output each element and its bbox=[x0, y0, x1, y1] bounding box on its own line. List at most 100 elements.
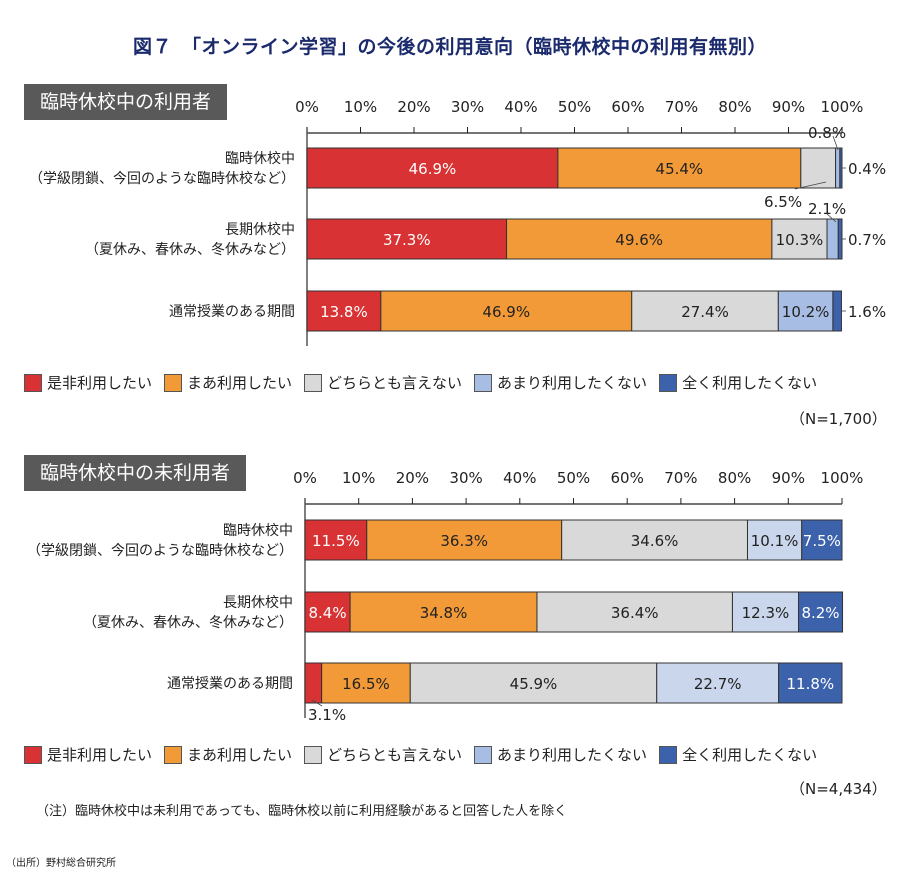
data-label: 34.6% bbox=[631, 532, 679, 550]
legend-label: 是非利用したい bbox=[47, 746, 153, 764]
legend-label: まあ利用したい bbox=[187, 746, 293, 764]
leader-line bbox=[311, 699, 323, 707]
data-label: 45.4% bbox=[656, 160, 704, 178]
bar-segment-definitely bbox=[304, 519, 368, 561]
data-label: 8.2% bbox=[801, 604, 839, 622]
x-tick-label: 40% bbox=[503, 469, 536, 487]
data-label: 46.9% bbox=[409, 160, 457, 178]
category-label: 臨時休校中 bbox=[225, 150, 295, 167]
legend-label: あまり利用したくない bbox=[497, 374, 648, 392]
category-label: （夏休み、春休み、冬休みなど） bbox=[85, 242, 295, 258]
leader-line bbox=[794, 181, 827, 190]
legend-item-somewhat: まあ利用したい bbox=[164, 372, 292, 393]
x-tick-label: 100% bbox=[821, 98, 864, 116]
data-label: 7.5% bbox=[803, 532, 841, 550]
panel-title-users: 臨時休校中の利用者 bbox=[24, 84, 228, 120]
bar-segment-definitely bbox=[304, 662, 323, 704]
legend-swatch bbox=[24, 373, 42, 392]
x-tick-label: 10% bbox=[344, 98, 377, 116]
bar-segment-definitely bbox=[306, 290, 382, 332]
data-label: 11.5% bbox=[312, 532, 360, 550]
bar-segment-somewhat bbox=[506, 218, 773, 260]
legend-swatch bbox=[659, 745, 678, 764]
footnote: （注）臨時休校中は未利用であっても、臨時休校以前に利用経験があると回答した人を除… bbox=[36, 804, 568, 819]
data-label: 10.1% bbox=[751, 532, 799, 550]
data-label: 11.8% bbox=[786, 675, 834, 693]
data-label: 8.4% bbox=[308, 604, 346, 622]
x-tick-label: 60% bbox=[611, 469, 644, 487]
bar-segment-not_at_all bbox=[801, 519, 843, 561]
legend-item-somewhat: まあ利用したい bbox=[164, 744, 292, 765]
source-note: （出所）野村総合研究所 bbox=[6, 858, 116, 869]
bar-segment-neutral bbox=[409, 662, 658, 704]
data-label: 12.3% bbox=[742, 604, 790, 622]
data-label: 34.8% bbox=[420, 604, 468, 622]
x-tick-label: 70% bbox=[665, 98, 698, 116]
data-label: 22.7% bbox=[694, 675, 742, 693]
x-tick-label: 20% bbox=[397, 98, 430, 116]
data-label-callout: 0.7% bbox=[848, 231, 886, 249]
x-tick-label: 40% bbox=[504, 98, 537, 116]
bar-segment-somewhat bbox=[380, 290, 633, 332]
legend-item-definitely: 是非利用したい bbox=[24, 744, 152, 765]
panel-title-non-users: 臨時休校中の未利用者 bbox=[24, 455, 247, 491]
bar-segment-somewhat bbox=[349, 591, 538, 633]
data-label: 13.8% bbox=[320, 303, 368, 321]
x-tick-label: 30% bbox=[449, 469, 482, 487]
x-tick-label: 100% bbox=[821, 469, 864, 487]
legend-swatch bbox=[164, 373, 183, 392]
data-label: 10.3% bbox=[776, 231, 824, 249]
leader-line bbox=[826, 213, 837, 223]
legend-swatch bbox=[24, 745, 42, 764]
legend-label: あまり利用したくない bbox=[497, 746, 648, 764]
x-tick-label: 50% bbox=[557, 469, 590, 487]
legend-swatch bbox=[659, 373, 678, 392]
x-tick-label: 90% bbox=[772, 98, 805, 116]
data-label-callout: 0.4% bbox=[848, 160, 886, 178]
bar-segment-somewhat bbox=[366, 519, 563, 561]
bar-segment-not_much bbox=[731, 591, 800, 633]
legend-label: 是非利用したい bbox=[47, 374, 153, 392]
data-label: 36.4% bbox=[611, 604, 659, 622]
category-label: （学級閉鎖、今回のような臨時休校など） bbox=[29, 170, 295, 187]
data-label-callout: 3.1% bbox=[308, 706, 346, 724]
x-tick-label: 80% bbox=[718, 469, 751, 487]
bar-segment-not_at_all bbox=[832, 290, 842, 332]
data-label: 10.2% bbox=[782, 303, 830, 321]
x-tick-label: 0% bbox=[295, 98, 319, 116]
category-label: 臨時休校中 bbox=[223, 522, 293, 539]
leader-line bbox=[832, 135, 839, 151]
x-tick-label: 20% bbox=[396, 469, 429, 487]
bar-segment-neutral bbox=[631, 290, 779, 332]
data-label: 49.6% bbox=[615, 231, 663, 249]
data-label: 37.3% bbox=[383, 231, 431, 249]
x-tick-label: 0% bbox=[293, 469, 317, 487]
bar-segment-somewhat bbox=[557, 147, 802, 189]
legend-label: まあ利用したい bbox=[187, 374, 293, 392]
legend-non-users: 是非利用したい まあ利用したい どちらとも言えない あまり利用したくない 全く利用したく… bbox=[24, 744, 829, 765]
data-label-callout: 6.5% bbox=[764, 193, 802, 211]
bar-segment-not_at_all bbox=[778, 662, 843, 704]
legend-item-definitely: 是非利用したい bbox=[24, 372, 152, 393]
data-label: 46.9% bbox=[482, 303, 530, 321]
category-label: （学級閉鎖、今回のような臨時休校など） bbox=[27, 542, 293, 559]
legend-label: 全く利用したくない bbox=[682, 374, 818, 392]
bar-segment-not_much bbox=[656, 662, 780, 704]
category-label: 通常授業のある期間 bbox=[167, 676, 293, 692]
legend-item-not_much: あまり利用したくない bbox=[474, 372, 647, 393]
data-label: 36.3% bbox=[440, 532, 488, 550]
legend-item-neutral: どちらとも言えない bbox=[304, 372, 462, 393]
chart-title: 図７ 「オンライン学習」の今後の利用意向（臨時休校中の利用有無別） bbox=[132, 36, 767, 58]
x-tick-label: 60% bbox=[611, 98, 644, 116]
data-label: 45.9% bbox=[510, 675, 558, 693]
bar-segment-definitely bbox=[306, 218, 508, 260]
data-label-callout: 1.6% bbox=[848, 303, 886, 321]
bar-segment-neutral bbox=[771, 218, 828, 260]
x-tick-label: 30% bbox=[451, 98, 484, 116]
legend-users: 是非利用したい まあ利用したい どちらとも言えない あまり利用したくない 全く利用したく… bbox=[24, 372, 829, 393]
legend-swatch bbox=[474, 373, 493, 392]
legend-item-neutral: どちらとも言えない bbox=[304, 744, 462, 765]
category-label: （夏休み、春休み、冬休みなど） bbox=[83, 615, 293, 631]
legend-item-not_at_all: 全く利用したくない bbox=[659, 744, 817, 765]
